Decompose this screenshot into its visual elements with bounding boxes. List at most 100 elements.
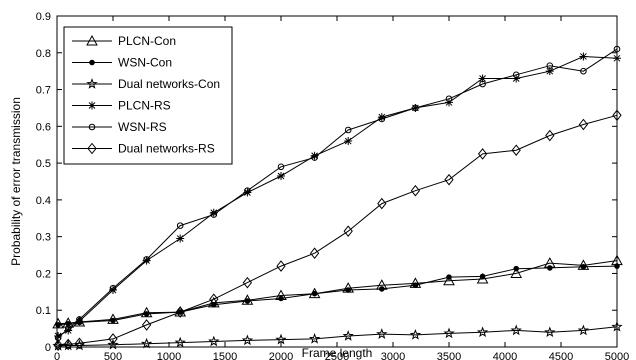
data-point xyxy=(86,34,98,46)
x-tick-label: 500 xyxy=(104,351,122,360)
data-point xyxy=(376,328,388,339)
data-point xyxy=(109,284,117,292)
x-tick-label: 1500 xyxy=(213,351,237,360)
data-point xyxy=(107,313,119,324)
data-point xyxy=(243,188,252,197)
data-point xyxy=(511,144,521,157)
data-point xyxy=(88,123,96,131)
data-point xyxy=(545,129,555,142)
data-point xyxy=(476,272,489,284)
data-point xyxy=(578,118,589,131)
data-point xyxy=(342,330,354,341)
data-point xyxy=(109,285,117,294)
data-point xyxy=(175,306,185,318)
data-point xyxy=(311,290,318,297)
axes: 0 500 1000 1500 2000 2500 3000 3500 4000 4500 5000… xyxy=(36,11,630,360)
legend-label: Dual networks-Con xyxy=(118,77,220,91)
data-point xyxy=(547,265,553,271)
data-point xyxy=(63,338,73,351)
data-point xyxy=(110,317,116,324)
x-tick-label: 0 xyxy=(54,351,60,360)
data-point xyxy=(54,331,63,340)
data-point xyxy=(142,256,151,265)
data-point xyxy=(176,222,184,229)
data-point xyxy=(277,171,285,180)
data-point xyxy=(209,293,219,305)
legend-item: WSN-Con xyxy=(72,56,172,70)
data-point xyxy=(580,67,587,75)
series-layer xyxy=(52,45,623,351)
data-point xyxy=(88,101,96,110)
data-point xyxy=(308,332,321,344)
y-tick-label: 0.6 xyxy=(36,121,51,133)
data-point xyxy=(412,104,419,112)
data-point xyxy=(510,267,523,278)
x-tick-label: 2500 xyxy=(325,351,349,360)
legend-box xyxy=(63,26,233,165)
legend: PLCN-Con WSN-Con Dual networks-Con PLCN-RS W… xyxy=(63,26,233,165)
legend-label: Dual networks-RS xyxy=(118,142,215,156)
data-point xyxy=(241,334,254,346)
x-tick-label: 3000 xyxy=(381,351,405,360)
data-point xyxy=(513,265,520,272)
data-point xyxy=(242,276,253,289)
y-tick-label: 0 xyxy=(45,342,51,354)
data-point xyxy=(275,333,287,345)
data-point xyxy=(443,327,455,339)
legend-label: PLCN-Con xyxy=(118,34,176,48)
data-point xyxy=(89,59,95,66)
series-wsn-rs xyxy=(54,45,621,342)
data-point xyxy=(344,126,352,134)
data-point xyxy=(309,247,320,260)
data-point xyxy=(577,324,590,336)
data-point xyxy=(311,154,318,161)
y-tick-label: 0.3 xyxy=(36,232,51,244)
x-tick-label: 2000 xyxy=(269,351,293,360)
data-point xyxy=(244,187,251,194)
data-point xyxy=(512,71,520,79)
x-axis-title: Frame length xyxy=(302,346,373,360)
legend-label: WSN-RS xyxy=(118,120,167,134)
data-point xyxy=(479,273,486,280)
y-tick-label: 0.8 xyxy=(36,48,51,60)
data-point xyxy=(244,298,251,304)
data-point xyxy=(377,197,387,210)
data-point xyxy=(477,148,488,160)
legend-item: PLCN-RS xyxy=(72,99,171,113)
data-point xyxy=(140,337,153,349)
data-point xyxy=(75,317,84,326)
legend-label: PLCN-RS xyxy=(118,99,171,113)
data-point xyxy=(446,274,452,280)
data-point xyxy=(278,295,284,302)
data-point xyxy=(277,163,285,171)
data-point xyxy=(143,311,150,317)
data-point xyxy=(53,339,63,351)
legend-label: WSN-Con xyxy=(118,56,172,70)
y-tick-label: 0.2 xyxy=(36,268,51,280)
data-point xyxy=(140,306,153,318)
data-point xyxy=(87,142,97,155)
data-point xyxy=(64,325,72,332)
data-point xyxy=(378,115,386,123)
y-tick-label: 0.5 xyxy=(36,158,51,170)
series-dual-networks-rs xyxy=(53,109,622,351)
data-point xyxy=(143,256,150,263)
x-tick-label: 1000 xyxy=(157,351,181,360)
data-point xyxy=(76,316,83,323)
data-point xyxy=(310,151,319,160)
data-point xyxy=(412,282,419,289)
data-point xyxy=(276,260,286,272)
data-point xyxy=(443,274,455,286)
y-axis-title: Probability of error transmission xyxy=(9,97,23,266)
data-point xyxy=(52,317,64,329)
data-point xyxy=(476,326,489,338)
x-tick-label: 4500 xyxy=(549,351,573,360)
data-point xyxy=(410,184,421,197)
data-point xyxy=(209,208,218,217)
legend-item: Dual networks-RS xyxy=(72,142,215,156)
data-point xyxy=(545,67,554,76)
y-tick-label: 0.9 xyxy=(36,11,51,23)
legend-item: WSN-RS xyxy=(72,120,167,134)
data-point xyxy=(546,62,554,69)
